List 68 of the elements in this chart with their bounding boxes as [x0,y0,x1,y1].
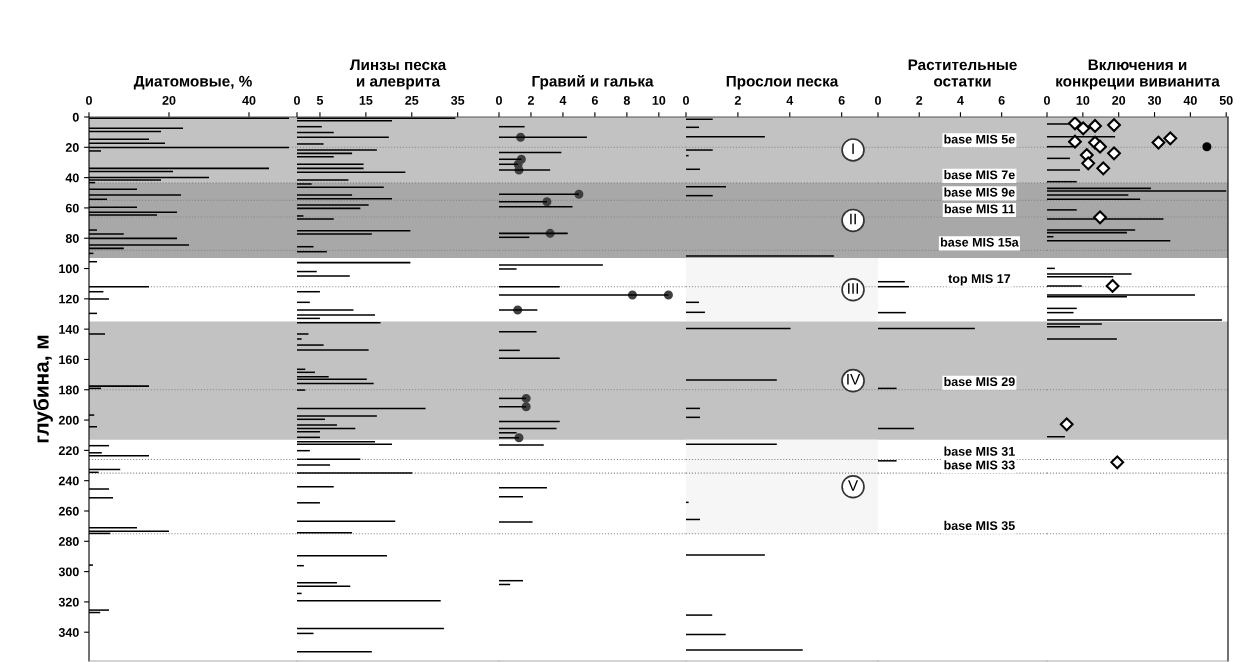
ref-line-label: base MIS 33 [944,460,1015,470]
chart-title: Прослои песка [726,75,839,90]
x-tick-label: 2 [916,95,923,105]
x-tick-label: 0 [1044,95,1050,105]
y-tick-label: 220 [58,446,79,456]
x-tick-label: 50 [1219,95,1233,105]
x-tick-label: 35 [451,95,465,105]
x-tick-label: 2 [527,95,534,105]
ref-line-label: base MIS 9e [944,187,1015,197]
x-tick-label: 40 [242,95,256,105]
ref-line-label: base MIS 11 [944,204,1015,214]
x-tick-label: 8 [623,95,630,105]
y-tick-label: 0 [72,112,79,122]
x-tick-label: 4 [786,96,794,105]
x-tick-label: 5 [316,96,324,105]
y-tick-label: 40 [65,173,79,183]
ref-line-label: base MIS 5e [944,134,1015,144]
x-tick-label: 40 [1183,95,1197,105]
band-label: IV [847,374,861,385]
y-tick-label: 60 [65,203,79,213]
y-tick-label: 340 [58,628,79,637]
x-tick-label: 30 [1147,95,1161,105]
ref-line-label: base MIS 29 [944,376,1015,387]
y-tick-label: 200 [58,415,79,425]
x-tick-label: 20 [1112,95,1126,105]
x-tick-label: 0 [683,95,689,105]
y-tick-label: 240 [58,476,79,486]
x-tick-label: 10 [652,95,666,105]
chart-title: Включения и конкреции вивианита [1056,59,1220,90]
x-tick-label: 4 [957,96,964,105]
x-tick-label: 0 [86,95,92,105]
x-tick-label: 6 [998,95,1005,105]
chart-title: Гравий и галька [532,75,654,90]
ref-line-label: base MIS 7e [944,170,1015,180]
y-tick-label: 180 [59,385,79,395]
chart-title: Линзы песка и алеврита [349,59,447,90]
x-tick-label: 0 [496,95,502,105]
y-tick-label: 20 [65,143,79,152]
y-tick-label: 80 [65,234,79,243]
y-axis-title: глубина, м [33,335,53,443]
band-label: II [850,213,856,225]
x-tick-label: 6 [591,95,598,105]
x-tick-label: 0 [875,95,881,105]
y-tick-label: 300 [58,567,79,577]
ref-line-label: base MIS 31 [944,446,1015,456]
band-label: I [852,143,854,154]
x-tick-label: 10 [1076,95,1090,105]
y-tick-label: 320 [58,597,79,607]
ref-line-label: base MIS 35 [944,520,1015,531]
y-tick-label: 120 [59,294,79,304]
y-tick-label: 100 [59,264,79,274]
y-tick-label: 140 [59,324,79,334]
x-tick-label: 20 [162,95,176,105]
x-tick-label: 2 [734,95,741,105]
y-tick-label: 160 [59,355,79,365]
x-tick-label: 6 [838,95,845,105]
chart-title: Диатомовые, % [133,75,252,90]
ref-line-label: top MIS 17 [948,274,1011,286]
chart-title: Растительные остатки [908,59,1017,87]
x-tick-label: 0 [294,95,300,105]
y-tick-label: 280 [58,537,79,546]
x-tick-label: 4 [559,96,567,105]
x-tick-label: 15 [359,96,373,105]
x-tick-label: 25 [405,95,419,105]
band-label: III [848,283,858,294]
ref-line-label: base MIS 15a [940,237,1019,247]
band-label: V [848,480,859,491]
y-tick-label: 260 [58,506,79,516]
